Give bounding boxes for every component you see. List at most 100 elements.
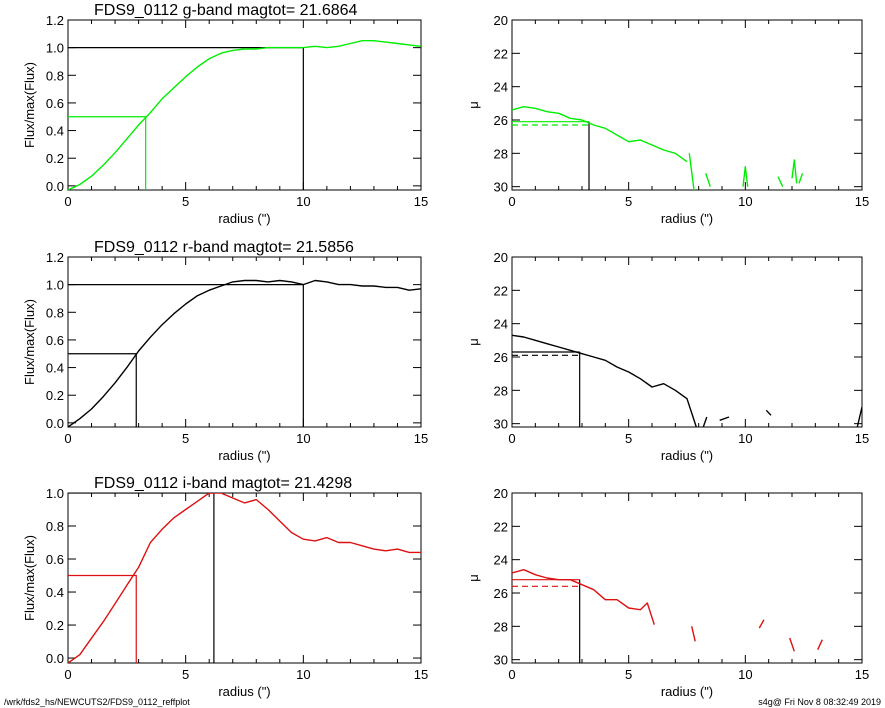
y-tick-label: 20 <box>494 13 508 28</box>
x-tick-label: 10 <box>738 194 752 209</box>
x-tick-label: 5 <box>625 431 632 446</box>
y-tick-label: 1.0 <box>46 41 64 56</box>
y-tick-label: 0.6 <box>46 96 64 111</box>
panel-title: FDS9_0112 r-band magtot= 21.5856 <box>94 239 354 256</box>
x-tick-label: 5 <box>182 194 189 209</box>
series-line <box>702 416 708 427</box>
series-line <box>512 569 655 625</box>
chart-panel-4: 0 5 10 15 20 22 24 26 28 30 radius (") μ <box>466 250 869 463</box>
series-line <box>798 173 804 184</box>
x-axis-label: radius (") <box>661 684 713 699</box>
y-tick-label: 0.4 <box>46 585 64 600</box>
y-tick-label: 1.0 <box>46 278 64 293</box>
y-tick-label: 0.4 <box>46 124 64 139</box>
y-tick-label: 0.4 <box>46 361 64 376</box>
y-tick-label: 26 <box>494 586 508 601</box>
y-tick-label: 28 <box>494 146 508 161</box>
y-tick-label: 0.8 <box>46 305 64 320</box>
y-tick-label: 22 <box>494 46 508 61</box>
plot-area <box>512 105 804 190</box>
chart-panel-1: 0 5 10 15 0.0 0.2 0.4 0.6 0.8 1.0 1.2 radius (") Flu… <box>22 2 428 226</box>
x-tick-label: 5 <box>625 667 632 682</box>
y-tick-label: 1.2 <box>46 250 64 265</box>
y-tick-label: 22 <box>494 283 508 298</box>
plot-area <box>512 334 862 427</box>
x-tick-label: 0 <box>64 431 71 446</box>
plot-frame <box>511 19 863 191</box>
plot-area <box>68 493 421 663</box>
chart-panel-6: 0 5 10 15 20 22 24 26 28 30 radius (") μ <box>466 486 869 699</box>
y-tick-label: 0.6 <box>46 333 64 348</box>
x-tick-label: 15 <box>414 194 428 209</box>
x-tick-label: 10 <box>296 194 310 209</box>
x-tick-label: 15 <box>855 194 869 209</box>
y-tick-label: 24 <box>494 553 508 568</box>
series-line <box>791 159 798 184</box>
half-light-marker <box>68 116 147 190</box>
chart-panel-2: 0 5 10 15 20 22 24 26 28 30 radius (") μ <box>466 13 869 226</box>
x-tick-label: 5 <box>182 667 189 682</box>
y-axis-label: μ <box>466 101 481 109</box>
x-tick-label: 15 <box>855 667 869 682</box>
y-tick-label: 24 <box>494 80 508 95</box>
x-axis-label: radius (") <box>661 448 713 463</box>
series-line <box>719 416 730 421</box>
chart-panel-3: 0 5 10 15 0.0 0.2 0.4 0.6 0.8 1.0 1.2 radius (") Flu… <box>22 239 428 463</box>
panel-title: FDS9_0112 g-band magtot= 21.6864 <box>94 2 358 19</box>
plot-area <box>512 569 823 663</box>
y-tick-label: 30 <box>494 417 508 432</box>
half-light-marker <box>68 574 137 663</box>
x-axis-label: radius (") <box>218 448 270 463</box>
y-axis-label: Flux/max(Flux) <box>22 299 37 385</box>
y-tick-label: 0.2 <box>46 388 64 403</box>
y-tick-label: 0.8 <box>46 519 64 534</box>
plot-frame <box>511 256 863 428</box>
x-axis-label: radius (") <box>661 211 713 226</box>
series-line <box>705 173 711 187</box>
y-tick-label: 0.8 <box>46 68 64 83</box>
x-tick-label: 10 <box>738 431 752 446</box>
y-axis-label: μ <box>466 574 481 582</box>
x-tick-label: 10 <box>296 431 310 446</box>
x-tick-label: 0 <box>508 431 515 446</box>
series-line <box>688 153 695 190</box>
plot-frame <box>67 492 422 664</box>
y-tick-label: 0.0 <box>46 651 64 666</box>
total-flux-marker <box>68 284 304 427</box>
x-tick-label: 5 <box>625 194 632 209</box>
series-line <box>68 279 421 427</box>
plot-area <box>68 40 421 190</box>
series-line <box>68 40 421 190</box>
chart-panel-5: 0 5 10 15 0.0 0.2 0.4 0.6 0.8 1.0 radius (") Flux/m… <box>22 475 428 699</box>
footer-timestamp: s4g@ Fri Nov 8 08:32:49 2019 <box>758 697 881 707</box>
series-line <box>512 105 688 163</box>
x-tick-label: 0 <box>508 667 515 682</box>
plot-frame <box>511 492 863 664</box>
plot-frame <box>67 19 422 191</box>
x-tick-label: 10 <box>296 667 310 682</box>
panel-title: FDS9_0112 i-band magtot= 21.4298 <box>94 475 352 492</box>
y-tick-label: 28 <box>494 383 508 398</box>
y-tick-label: 0.2 <box>46 618 64 633</box>
y-axis-label: Flux/max(Flux) <box>22 62 37 148</box>
y-tick-label: 26 <box>494 350 508 365</box>
y-tick-label: 0.0 <box>46 416 64 431</box>
y-axis-label: μ <box>466 338 481 346</box>
x-axis-label: radius (") <box>218 211 270 226</box>
y-tick-label: 22 <box>494 519 508 534</box>
y-tick-label: 0.0 <box>46 179 64 194</box>
y-tick-label: 1.0 <box>46 486 64 501</box>
y-tick-label: 20 <box>494 486 508 501</box>
x-tick-label: 0 <box>64 194 71 209</box>
x-tick-label: 15 <box>855 431 869 446</box>
x-tick-label: 10 <box>738 667 752 682</box>
series-line <box>765 409 772 416</box>
total-flux-marker <box>68 493 215 663</box>
x-tick-label: 5 <box>182 431 189 446</box>
y-tick-label: 20 <box>494 250 508 265</box>
series-line <box>742 165 749 187</box>
series-line <box>68 493 421 663</box>
series-line <box>856 406 862 427</box>
half-light-marker <box>68 353 137 427</box>
plot-frame <box>67 256 422 428</box>
